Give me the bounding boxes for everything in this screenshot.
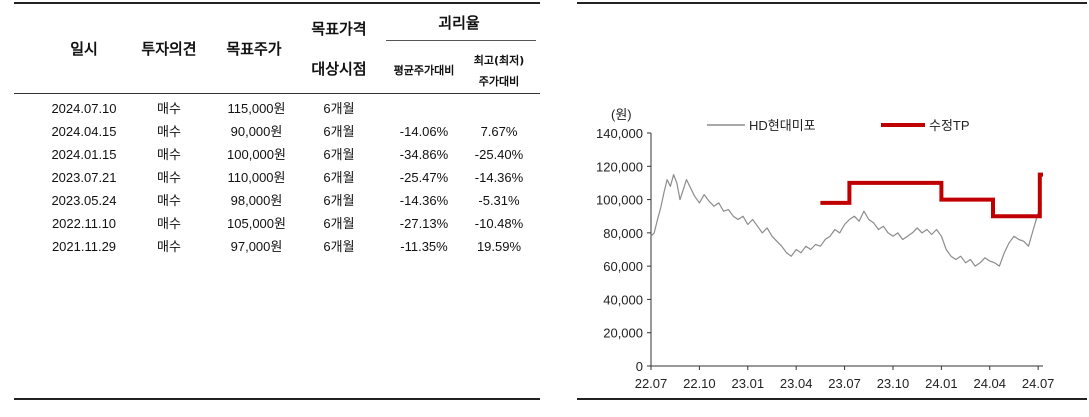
cell-target: 105,000원 (227, 216, 286, 231)
legend-label-1: 수정TP (929, 118, 970, 133)
cell-hl: -5.31% (478, 193, 520, 208)
target-price-table: 일시 투자의견 목표주가 목표가격 대상시점 괴리율 평균주가대비 최고(최저)… (14, 0, 540, 413)
cell-period: 6개월 (323, 216, 355, 231)
table-row: 2024.01.15 매수 100,000원 6개월 -34.86% -25.40% (14, 143, 540, 166)
cell-opinion: 매수 (157, 193, 181, 208)
chart-bottom-rule (577, 398, 1087, 400)
cell-opinion: 매수 (157, 170, 181, 185)
table-row: 2024.04.15 매수 90,000원 6개월 -14.06% 7.67% (14, 120, 540, 143)
cell-hl: 7.67% (480, 124, 518, 139)
x-tick-label: 23.10 (877, 376, 910, 391)
x-tick-label: 24.01 (925, 376, 958, 391)
cell-opinion: 매수 (157, 216, 181, 231)
x-tick-label: 23.04 (780, 376, 813, 391)
cell-period: 6개월 (323, 124, 355, 139)
x-tick-label: 24.04 (973, 376, 1006, 391)
cell-target: 110,000원 (227, 170, 286, 185)
cell-avg: -11.35% (400, 239, 448, 254)
cell-date: 2024.01.15 (51, 147, 117, 162)
cell-date: 2021.11.29 (51, 239, 117, 254)
cell-date: 2023.05.24 (51, 193, 117, 208)
cell-target: 100,000원 (227, 147, 286, 162)
x-tick-label: 23.07 (828, 376, 861, 391)
table-row: 2024.07.10 매수 115,000원 6개월 (14, 97, 540, 120)
stock-price-chart: (원) 0 20,000 40,000 60,000 80,000 100,000 120,0… (577, 0, 1089, 413)
cell-avg: -25.47% (399, 170, 449, 185)
cell-hl: -25.40% (474, 147, 524, 162)
x-tick-label: 23.01 (732, 376, 765, 391)
cell-period: 6개월 (323, 170, 355, 185)
y-tick-label: 120,000 (596, 159, 643, 174)
y-tick-label: 140,000 (596, 126, 643, 141)
table-top-rule (14, 2, 540, 4)
cell-opinion: 매수 (157, 124, 181, 139)
cell-opinion: 매수 (157, 239, 181, 254)
cell-date: 2023.07.21 (51, 170, 117, 185)
cell-target: 97,000원 (230, 239, 283, 254)
cell-date: 2024.04.15 (51, 124, 117, 139)
chart-svg: (원) 0 20,000 40,000 60,000 80,000 100,000 120,0… (596, 107, 1055, 391)
header-hl-vs-line1: 최고(최저) (473, 54, 525, 67)
cell-avg: -14.06% (399, 124, 449, 139)
y-tick-label: 0 (636, 359, 643, 374)
cell-period: 6개월 (323, 193, 355, 208)
cell-target: 98,000원 (230, 193, 283, 208)
table-row: 2021.11.29 매수 97,000원 6개월 -11.35% 19.59% (14, 235, 540, 258)
y-tick-label: 100,000 (596, 193, 643, 208)
legend-label-0: HD현대미포 (749, 118, 816, 133)
cell-hl: 19.59% (476, 239, 522, 254)
cell-avg: -34.86% (399, 147, 449, 162)
y-tick-label: 60,000 (603, 259, 643, 274)
cell-hl: -14.36% (474, 170, 524, 185)
y-tick-label: 20,000 (603, 326, 643, 341)
header-date: 일시 (70, 40, 98, 58)
table-row: 2022.11.10 매수 105,000원 6개월 -27.13% -10.48% (14, 212, 540, 235)
header-opinion: 투자의견 (141, 40, 197, 58)
header-target-price: 목표주가 (226, 40, 282, 58)
divergence-rule (386, 40, 536, 41)
table-row: 2023.07.21 매수 110,000원 6개월 -25.47% -14.36% (14, 166, 540, 189)
cell-date: 2022.11.10 (51, 216, 117, 231)
chart-top-rule (577, 2, 1087, 4)
cell-avg: -14.36% (399, 193, 449, 208)
header-period-line1: 목표가격 (311, 20, 367, 38)
cell-period: 6개월 (323, 147, 355, 162)
y-tick-label: 80,000 (603, 226, 643, 241)
cell-target: 90,000원 (230, 124, 283, 139)
cell-target: 115,000원 (227, 101, 286, 116)
cell-opinion: 매수 (157, 101, 181, 116)
series-line-0 (650, 174, 1042, 267)
header-bottom-rule (14, 93, 540, 94)
cell-avg: -27.13% (399, 216, 449, 231)
y-unit-label: (원) (611, 107, 632, 122)
cell-period: 6개월 (323, 239, 355, 254)
series-line-1 (820, 172, 1043, 219)
header-period-line2: 대상시점 (311, 60, 367, 78)
x-tick-label: 24.07 (1022, 376, 1055, 391)
header-avg-vs: 평균주가대비 (393, 64, 455, 77)
table-bottom-rule (14, 398, 540, 400)
header-hl-vs-line2: 주가대비 (478, 75, 520, 88)
x-tick-label: 22.10 (683, 376, 716, 391)
cell-date: 2024.07.10 (51, 101, 117, 116)
y-tick-label: 40,000 (603, 292, 643, 307)
header-divergence: 괴리율 (438, 14, 480, 32)
cell-opinion: 매수 (157, 147, 181, 162)
table-row: 2023.05.24 매수 98,000원 6개월 -14.36% -5.31% (14, 189, 540, 212)
x-tick-label: 22.07 (635, 376, 668, 391)
cell-period: 6개월 (323, 101, 355, 116)
cell-hl: -10.48% (474, 216, 524, 231)
